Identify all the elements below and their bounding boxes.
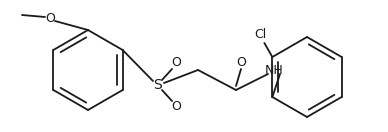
Text: S: S [154, 78, 162, 92]
Text: Cl: Cl [254, 29, 267, 41]
Text: O: O [45, 11, 55, 25]
Text: NH: NH [265, 63, 283, 77]
Text: O: O [171, 56, 181, 70]
Text: O: O [236, 55, 246, 69]
Text: O: O [171, 100, 181, 114]
